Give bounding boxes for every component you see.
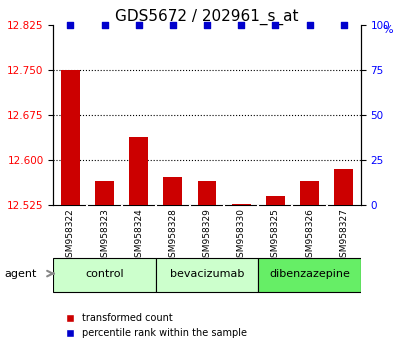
Text: GSM958322: GSM958322 xyxy=(66,208,75,263)
Text: GSM958323: GSM958323 xyxy=(100,208,109,263)
Bar xyxy=(231,204,250,205)
Bar xyxy=(95,181,114,205)
Text: GSM958327: GSM958327 xyxy=(338,208,347,263)
Bar xyxy=(265,196,284,205)
Bar xyxy=(61,70,80,205)
Point xyxy=(203,22,210,28)
Point xyxy=(169,22,176,28)
Text: GSM958324: GSM958324 xyxy=(134,208,143,263)
Text: %: % xyxy=(382,25,392,35)
Text: GSM958329: GSM958329 xyxy=(202,208,211,263)
Text: dibenzazepine: dibenzazepine xyxy=(268,269,349,279)
Point xyxy=(306,22,312,28)
Point xyxy=(339,22,346,28)
Text: GSM958330: GSM958330 xyxy=(236,208,245,263)
FancyBboxPatch shape xyxy=(53,258,155,292)
Bar xyxy=(299,181,318,205)
Point xyxy=(237,22,244,28)
Bar xyxy=(197,181,216,205)
Point xyxy=(272,22,278,28)
Legend: transformed count, percentile rank within the sample: transformed count, percentile rank withi… xyxy=(56,309,251,342)
Text: agent: agent xyxy=(4,269,36,279)
Point xyxy=(135,22,142,28)
Text: GSM958326: GSM958326 xyxy=(304,208,313,263)
FancyBboxPatch shape xyxy=(258,258,360,292)
Text: GSM958325: GSM958325 xyxy=(270,208,279,263)
Text: bevacizumab: bevacizumab xyxy=(169,269,244,279)
Point xyxy=(101,22,108,28)
Title: GDS5672 / 202961_s_at: GDS5672 / 202961_s_at xyxy=(115,8,298,25)
Bar xyxy=(333,169,352,205)
Text: control: control xyxy=(85,269,124,279)
Text: GSM958328: GSM958328 xyxy=(168,208,177,263)
Bar xyxy=(163,177,182,205)
Bar xyxy=(129,137,148,205)
Point xyxy=(67,22,74,28)
FancyBboxPatch shape xyxy=(155,258,258,292)
